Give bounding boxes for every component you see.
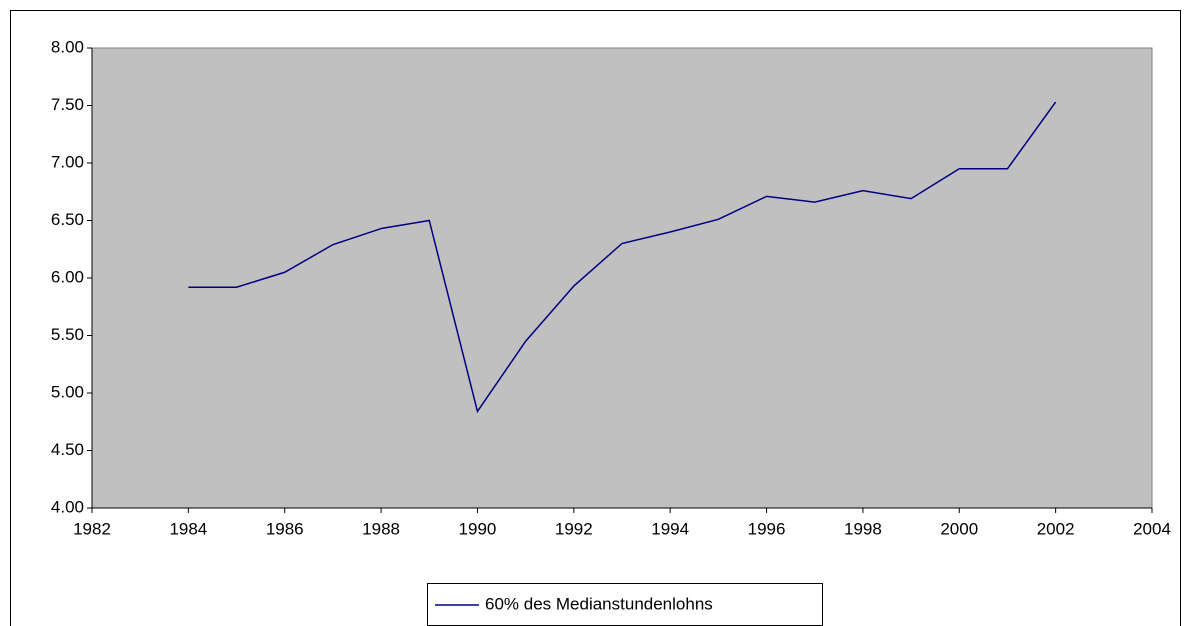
- y-tick-label: 5.50: [51, 325, 84, 344]
- y-tick-label: 4.00: [51, 497, 84, 516]
- x-tick-label: 1984: [169, 519, 207, 538]
- x-tick-label: 1992: [555, 519, 593, 538]
- x-tick-label: 1996: [748, 519, 786, 538]
- x-tick-label: 1990: [459, 519, 497, 538]
- y-tick-label: 7.00: [51, 152, 84, 171]
- plot-area: [91, 47, 1153, 509]
- y-tick-label: 7.50: [51, 95, 84, 114]
- x-tick-label: 1982: [73, 519, 111, 538]
- legend-box: [427, 583, 823, 626]
- x-tick-label: 2000: [940, 519, 978, 538]
- series-line: [188, 101, 1057, 414]
- y-tick-label: 6.50: [51, 210, 84, 229]
- y-tick-label: 4.50: [51, 440, 84, 459]
- x-tick-label: 1994: [651, 519, 689, 538]
- x-tick-label: 1986: [266, 519, 304, 538]
- x-tick-label: 2002: [1037, 519, 1075, 538]
- y-tick-label: 8.00: [51, 37, 84, 56]
- y-tick-label: 5.00: [51, 382, 84, 401]
- x-tick-label: 2004: [1133, 519, 1171, 538]
- x-tick-label: 1998: [844, 519, 882, 538]
- legend-label: 60% des Medianstundenlohns: [485, 594, 713, 613]
- y-tick-label: 6.00: [51, 267, 84, 286]
- x-tick-label: 1988: [362, 519, 400, 538]
